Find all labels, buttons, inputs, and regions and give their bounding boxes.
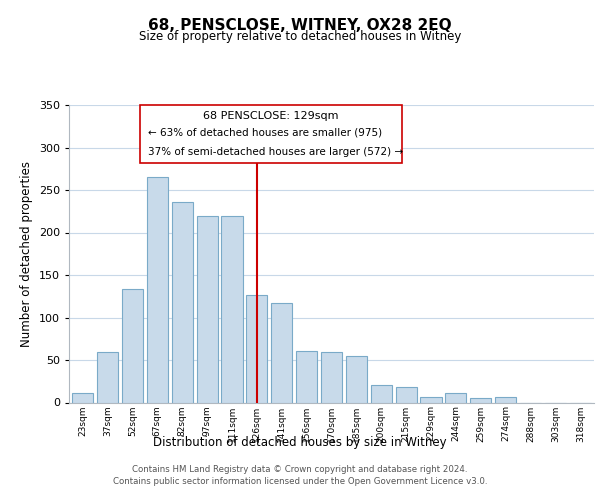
- Text: 37% of semi-detached houses are larger (572) →: 37% of semi-detached houses are larger (…: [148, 146, 403, 156]
- Text: 68 PENSCLOSE: 129sqm: 68 PENSCLOSE: 129sqm: [203, 111, 339, 121]
- Bar: [470, 398, 491, 402]
- Y-axis label: Number of detached properties: Number of detached properties: [20, 161, 33, 347]
- Bar: [197, 216, 218, 402]
- Bar: [271, 303, 292, 402]
- Bar: [122, 290, 143, 403]
- Bar: [72, 393, 93, 402]
- Bar: [246, 296, 268, 403]
- Bar: [421, 396, 442, 402]
- Text: Size of property relative to detached houses in Witney: Size of property relative to detached ho…: [139, 30, 461, 43]
- Bar: [172, 202, 193, 402]
- Text: Contains public sector information licensed under the Open Government Licence v3: Contains public sector information licen…: [113, 477, 487, 486]
- Text: ← 63% of detached houses are smaller (975): ← 63% of detached houses are smaller (97…: [148, 128, 382, 138]
- Bar: [495, 398, 516, 402]
- Bar: [395, 387, 417, 402]
- Bar: [321, 352, 342, 403]
- Bar: [147, 178, 168, 402]
- Bar: [445, 393, 466, 402]
- Bar: [371, 384, 392, 402]
- FancyBboxPatch shape: [140, 105, 403, 163]
- Text: Contains HM Land Registry data © Crown copyright and database right 2024.: Contains HM Land Registry data © Crown c…: [132, 465, 468, 474]
- Bar: [346, 356, 367, 403]
- Text: 68, PENSCLOSE, WITNEY, OX28 2EQ: 68, PENSCLOSE, WITNEY, OX28 2EQ: [148, 18, 452, 32]
- Text: Distribution of detached houses by size in Witney: Distribution of detached houses by size …: [153, 436, 447, 449]
- Bar: [97, 352, 118, 403]
- Bar: [296, 350, 317, 403]
- Bar: [221, 216, 242, 402]
